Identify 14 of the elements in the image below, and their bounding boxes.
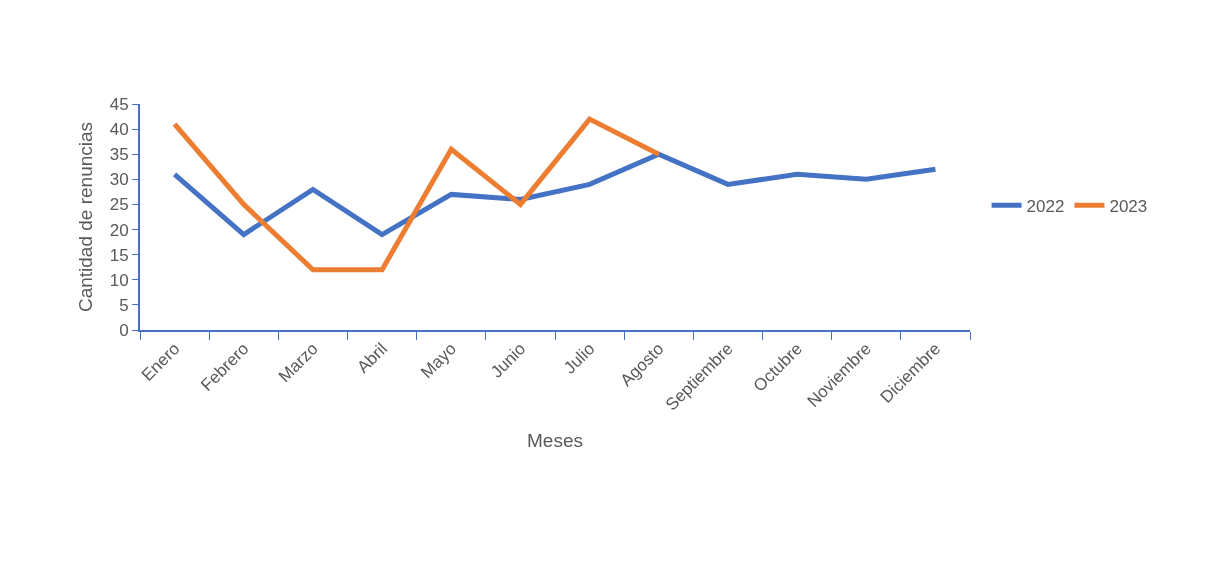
y-tick-label: 25 [109, 195, 129, 215]
y-axis-title: Cantidad de renuncias [75, 121, 97, 313]
legend-label: 2023 [1109, 196, 1148, 216]
y-tick-label: 40 [109, 120, 129, 140]
y-tick-label: 20 [109, 220, 129, 240]
y-tick-label: 30 [109, 170, 129, 190]
y-tick-label: 45 [109, 94, 129, 114]
y-tick-label: 0 [119, 320, 129, 340]
legend-label: 2022 [1026, 196, 1065, 216]
y-tick-label: 10 [109, 270, 129, 290]
y-tick-label: 15 [109, 245, 129, 265]
x-axis-title: Meses [527, 429, 583, 451]
y-tick-label: 35 [109, 145, 129, 165]
y-tick-label: 5 [119, 295, 129, 315]
